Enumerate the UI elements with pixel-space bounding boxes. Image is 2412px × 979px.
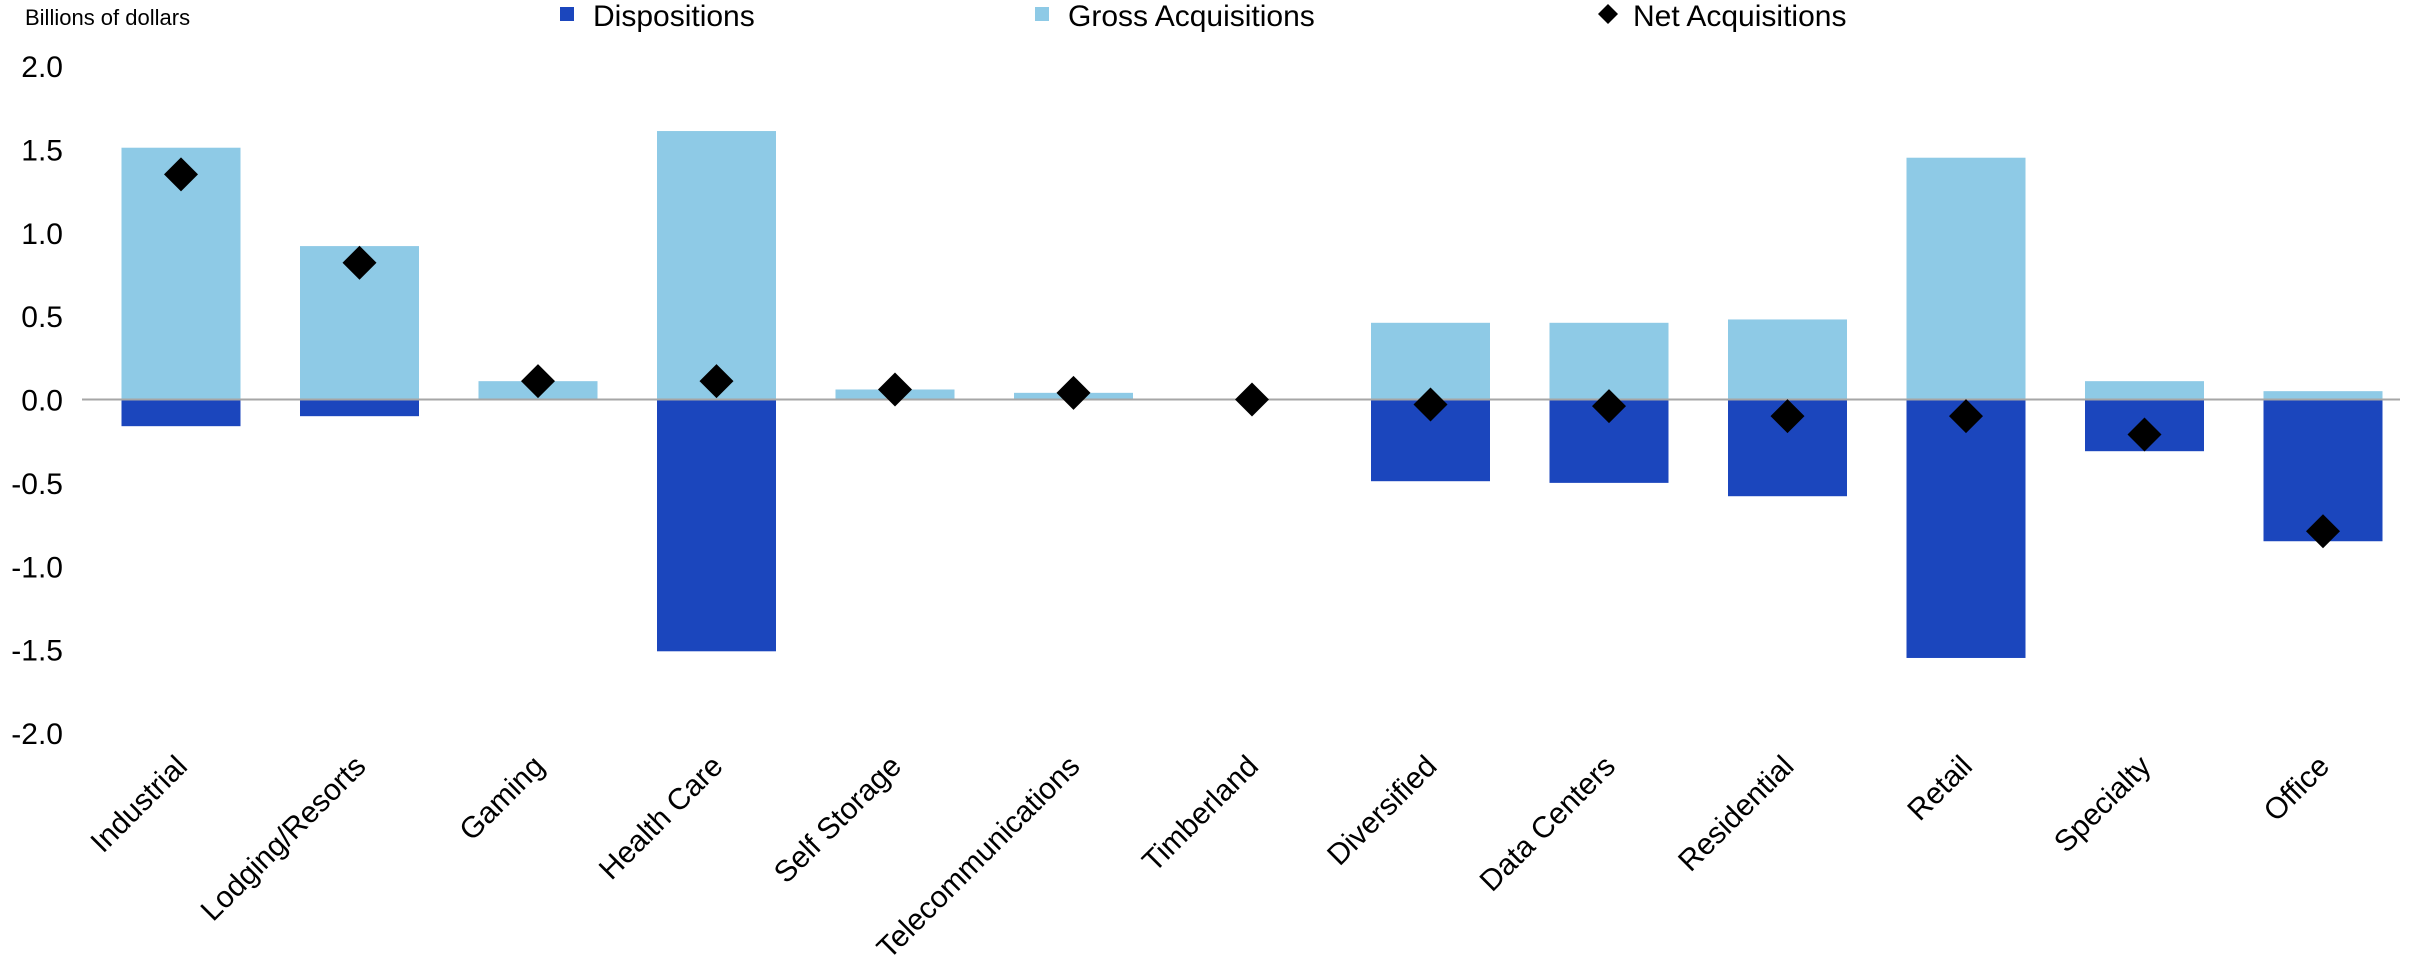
net-acquisitions-marker-timberland [1235, 382, 1269, 417]
gross-acquisitions-bar-retail [1906, 157, 2026, 400]
dispositions-legend-swatch [560, 7, 574, 21]
y-tick-label: 2.0 [21, 51, 63, 84]
gross-acquisitions-bar-diversified [1371, 322, 1490, 400]
y-tick-label: 1.5 [21, 134, 63, 167]
y-axis: 2.0 1.5 1.0 0.5 0.0 -0.5 -1.0 -1.5 -2.0 [11, 51, 63, 751]
net-acquisitions-marker-data-centers [1592, 389, 1626, 424]
gross-acquisitions-bar-health-care [657, 131, 776, 400]
y-tick-label: -1.0 [11, 551, 63, 584]
y-axis-label: Billions of dollars [25, 5, 190, 30]
gross-acquisitions-bar-specialty [2085, 381, 2204, 400]
y-tick-label: -1.5 [11, 635, 63, 668]
gross-acquisitions-bar-residential [1728, 319, 1847, 400]
net-acquisitions-marker-retail [1949, 399, 1983, 434]
dispositions-bar-lodging-resorts [300, 399, 419, 417]
x-tick-label-specialty: Specialty [2048, 750, 2157, 859]
net-acquisitions-marker-gaming [521, 364, 555, 399]
net-acquisitions-legend-label: Net Acquisitions [1633, 0, 1846, 33]
x-tick-label-industrial: Industrial [85, 750, 194, 859]
net-acquisitions-marker-residential [1770, 399, 1805, 434]
net-acquisitions-marker-diversified [1413, 387, 1448, 422]
dispositions-bar-retail [1906, 399, 2026, 658]
net-acquisitions-marker-specialty [2127, 417, 2162, 452]
dispositions-bar-health-care [657, 399, 776, 652]
x-tick-label-health-care: Health Care [593, 750, 730, 887]
x-tick-label-retail: Retail [1901, 750, 1979, 828]
x-tick-label-telecommunications: Telecommunications [871, 750, 1087, 966]
dispositions-bar-industrial [121, 399, 241, 427]
y-tick-label: 0.0 [21, 385, 63, 418]
net-acquisitions-marker-self-storage [878, 372, 912, 407]
net-acquisitions-legend-swatch [1598, 4, 1618, 24]
net-markers [164, 157, 2340, 549]
x-tick-label-gaming: Gaming [453, 750, 551, 848]
net-acquisitions-marker-office [2306, 514, 2340, 549]
y-tick-label: -2.0 [11, 718, 63, 751]
x-tick-label-lodging-resorts: Lodging/Resorts [195, 750, 373, 928]
y-tick-label: -0.5 [11, 468, 63, 501]
x-tick-label-residential: Residential [1672, 750, 1800, 878]
gross-acquisitions-legend-label: Gross Acquisitions [1068, 0, 1315, 33]
net-acquisitions-marker-health-care [699, 364, 734, 399]
x-tick-label-self-storage: Self Storage [768, 750, 908, 890]
x-tick-label-timberland: Timberland [1136, 750, 1265, 879]
net-acquisitions-marker-telecommunications [1056, 375, 1091, 410]
x-tick-label-data-centers: Data Centers [1474, 750, 1622, 898]
gross-acquisitions-bar-office [2263, 391, 2383, 400]
dispositions-legend-label: Dispositions [593, 0, 755, 33]
x-tick-label-office: Office [2258, 750, 2336, 828]
gross-acquisitions-bar-data-centers [1549, 322, 1669, 400]
legend: Dispositions Gross Acquisitions Net Acquis… [560, 0, 1846, 33]
y-tick-label: 1.0 [21, 218, 63, 251]
net-acquisitions-marker-lodging-resorts [342, 245, 377, 280]
gross-acquisitions-legend-swatch [1035, 7, 1049, 21]
x-axis: Industrial Lodging/Resorts Gaming Health Ca… [85, 750, 2336, 966]
net-acquisitions-marker-industrial [164, 157, 198, 192]
y-tick-label: 0.5 [21, 301, 63, 334]
x-tick-label-diversified: Diversified [1321, 750, 1443, 872]
